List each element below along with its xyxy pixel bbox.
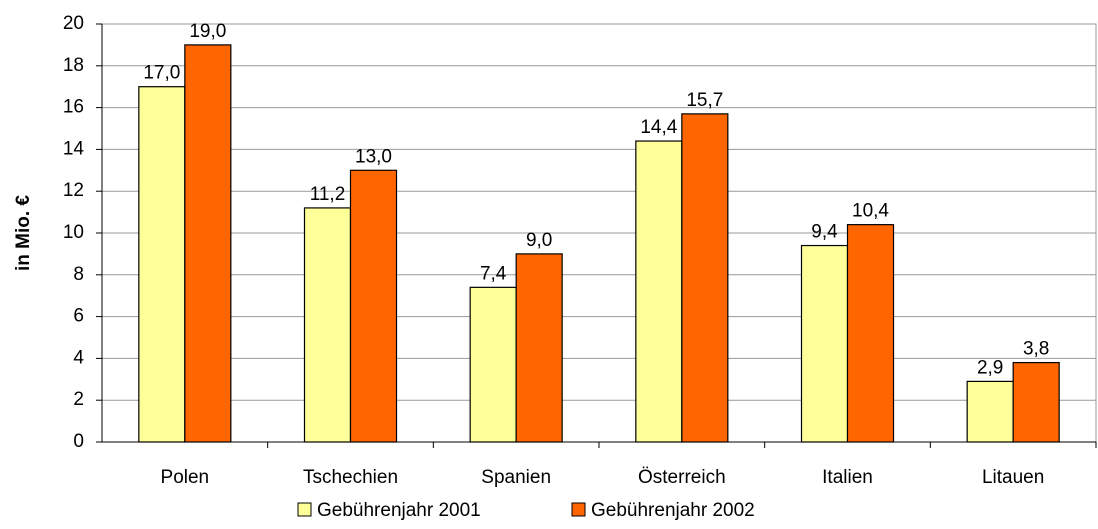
- legend-swatch: [297, 502, 312, 517]
- bar: [184, 44, 232, 443]
- value-label: 9,0: [526, 230, 552, 251]
- bar: [846, 224, 895, 443]
- x-tick-label: Litauen: [982, 467, 1044, 488]
- bar: [349, 169, 398, 443]
- y-tick-label: 20: [63, 13, 84, 34]
- bar: [681, 113, 729, 443]
- y-tick-label: 16: [63, 97, 84, 118]
- value-label: 10,4: [852, 201, 889, 222]
- value-label: 7,4: [480, 263, 507, 284]
- value-label: 19,0: [189, 21, 226, 42]
- x-tick-label: Spanien: [481, 467, 551, 488]
- legend-label: Gebührenjahr 2002: [591, 500, 755, 521]
- y-axis-label: in Mio. €: [13, 195, 34, 271]
- value-label: 3,8: [1023, 339, 1049, 360]
- legend-label: Gebührenjahr 2001: [317, 500, 481, 521]
- value-label: 9,4: [811, 222, 838, 243]
- value-label: 11,2: [310, 184, 346, 205]
- y-tick-label: 4: [73, 347, 84, 368]
- bar: [469, 286, 517, 443]
- legend-swatch: [571, 502, 586, 517]
- bar: [635, 140, 683, 443]
- bar: [800, 244, 849, 443]
- value-label: 13,0: [355, 146, 392, 167]
- y-tick-label: 0: [73, 431, 84, 452]
- y-tick-label: 6: [73, 306, 84, 327]
- y-tick-label: 10: [63, 222, 84, 243]
- y-tick-label: 14: [63, 138, 85, 159]
- y-tick-label: 2: [73, 389, 84, 410]
- value-label: 15,7: [686, 90, 723, 111]
- bar: [515, 253, 563, 443]
- x-tick-label: Italien: [822, 467, 873, 488]
- x-tick-label: Österreich: [638, 467, 726, 488]
- x-tick-label: Tschechien: [303, 467, 398, 488]
- bar: [1012, 361, 1060, 443]
- bar: [303, 207, 352, 443]
- y-tick-label: 18: [63, 55, 84, 76]
- x-tick-label: Polen: [161, 467, 210, 488]
- y-tick-label: 12: [63, 180, 84, 201]
- value-label: 17,0: [143, 63, 180, 84]
- value-label: 14,4: [640, 117, 677, 138]
- bar: [966, 380, 1014, 443]
- bar: [138, 86, 186, 443]
- value-label: 2,9: [977, 357, 1003, 378]
- y-tick-label: 8: [73, 264, 84, 285]
